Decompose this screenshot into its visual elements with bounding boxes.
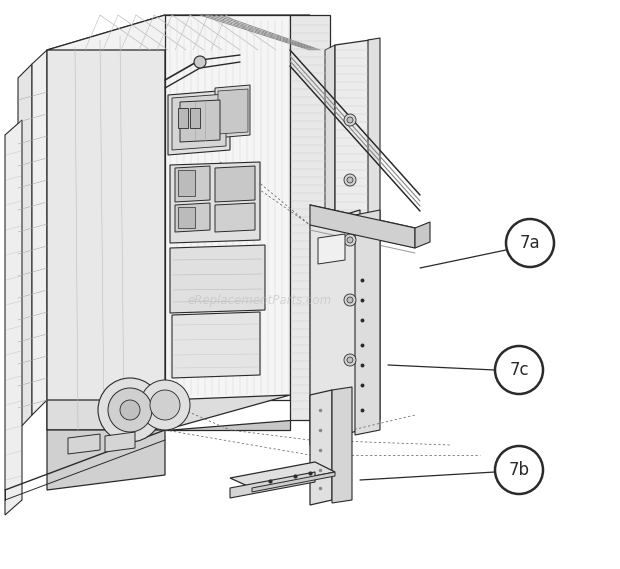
Circle shape <box>98 378 162 442</box>
Polygon shape <box>68 434 100 454</box>
Polygon shape <box>310 205 415 248</box>
Circle shape <box>495 446 543 494</box>
Circle shape <box>108 388 152 432</box>
Polygon shape <box>18 64 32 430</box>
Circle shape <box>347 177 353 183</box>
Polygon shape <box>178 108 188 128</box>
Circle shape <box>194 56 206 68</box>
Polygon shape <box>290 15 330 420</box>
Circle shape <box>495 346 543 394</box>
Polygon shape <box>170 245 265 313</box>
Polygon shape <box>47 15 165 430</box>
Text: 7c: 7c <box>509 361 529 379</box>
Polygon shape <box>32 50 47 415</box>
Polygon shape <box>178 207 195 228</box>
Polygon shape <box>230 472 315 498</box>
Circle shape <box>344 294 356 306</box>
Polygon shape <box>230 462 335 488</box>
Polygon shape <box>310 210 360 445</box>
Polygon shape <box>175 203 210 232</box>
Polygon shape <box>47 15 310 50</box>
Polygon shape <box>168 90 230 155</box>
Polygon shape <box>318 234 345 264</box>
Polygon shape <box>172 312 260 378</box>
Polygon shape <box>175 166 210 202</box>
Circle shape <box>347 297 353 303</box>
Polygon shape <box>215 203 255 232</box>
Circle shape <box>347 357 353 363</box>
Circle shape <box>347 237 353 243</box>
Circle shape <box>140 380 190 430</box>
Polygon shape <box>215 85 250 138</box>
Text: 7a: 7a <box>520 234 540 252</box>
Polygon shape <box>47 430 165 490</box>
Circle shape <box>120 400 140 420</box>
Polygon shape <box>355 210 380 435</box>
Text: eReplacementParts.com: eReplacementParts.com <box>188 294 332 307</box>
Polygon shape <box>218 89 248 134</box>
Polygon shape <box>310 390 332 505</box>
Polygon shape <box>368 38 380 422</box>
Circle shape <box>344 234 356 246</box>
Circle shape <box>344 114 356 126</box>
Polygon shape <box>165 15 290 400</box>
Polygon shape <box>415 222 430 248</box>
Circle shape <box>506 219 554 267</box>
Polygon shape <box>172 94 226 150</box>
Polygon shape <box>165 420 290 430</box>
Polygon shape <box>178 170 195 196</box>
Polygon shape <box>335 40 370 420</box>
Circle shape <box>344 174 356 186</box>
Polygon shape <box>252 472 335 492</box>
Polygon shape <box>105 432 135 452</box>
Polygon shape <box>5 120 22 515</box>
Polygon shape <box>190 108 200 128</box>
Polygon shape <box>180 100 220 142</box>
Polygon shape <box>170 162 260 243</box>
Circle shape <box>344 354 356 366</box>
Text: 7b: 7b <box>508 461 529 479</box>
Circle shape <box>150 390 180 420</box>
Circle shape <box>347 117 353 123</box>
Polygon shape <box>325 45 335 420</box>
Polygon shape <box>215 166 255 202</box>
Polygon shape <box>332 387 352 503</box>
Polygon shape <box>47 395 290 430</box>
